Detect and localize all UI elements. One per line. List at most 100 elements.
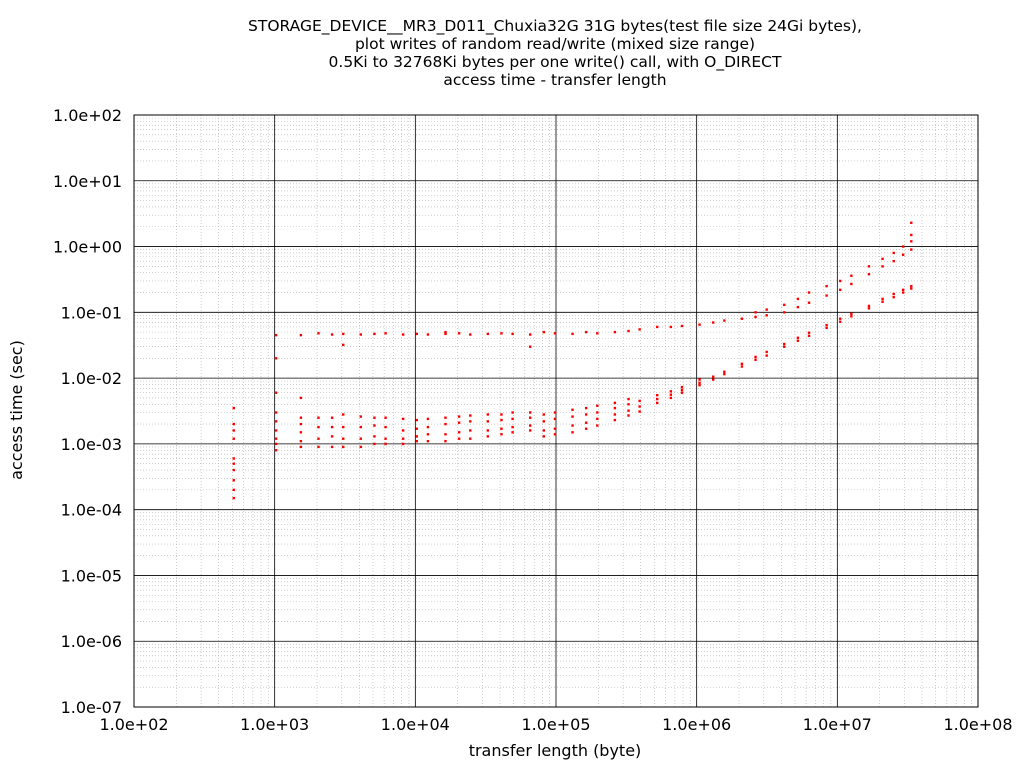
major-gridlines — [134, 115, 978, 707]
data-point — [892, 295, 895, 299]
data-point — [469, 420, 472, 423]
data-point — [850, 315, 853, 318]
data-point — [528, 416, 532, 419]
data-point — [342, 445, 345, 449]
data-point — [528, 345, 532, 348]
data-point — [740, 365, 744, 368]
data-point — [698, 381, 701, 384]
data-point — [359, 445, 363, 449]
y-tick-label: 1.0e-01 — [61, 303, 122, 322]
data-point — [796, 297, 800, 301]
data-point — [740, 317, 744, 320]
data-point — [299, 422, 303, 426]
x-tick-label: 1.0e+05 — [521, 715, 590, 734]
data-point — [401, 417, 405, 421]
data-point — [274, 420, 278, 423]
data-point — [867, 265, 871, 268]
data-point — [426, 417, 430, 421]
data-point — [317, 416, 320, 419]
x-tick-label: 1.0e+04 — [381, 715, 450, 734]
data-point — [542, 429, 546, 432]
data-point — [500, 433, 503, 436]
data-point — [317, 437, 320, 440]
data-point — [342, 413, 345, 416]
data-point — [910, 221, 913, 224]
x-tick-label: 1.0e+06 — [662, 715, 731, 734]
data-point — [839, 279, 842, 283]
data-point — [596, 404, 599, 407]
data-point — [511, 425, 514, 429]
data-point — [373, 435, 376, 438]
data-point — [511, 332, 514, 336]
data-point — [783, 342, 786, 346]
data-point — [486, 429, 490, 432]
data-point — [754, 355, 757, 359]
data-point — [553, 332, 557, 335]
data-point — [807, 301, 811, 304]
y-tick-label: 1.0e+01 — [53, 172, 122, 191]
data-point — [910, 284, 913, 288]
data-point — [638, 399, 641, 403]
data-point — [401, 437, 405, 440]
data-point — [274, 411, 278, 414]
data-point — [500, 413, 503, 416]
data-point — [807, 331, 811, 334]
data-point — [457, 437, 461, 440]
data-point — [415, 439, 418, 443]
data-point — [373, 332, 376, 336]
data-point — [500, 418, 503, 422]
data-point — [384, 437, 387, 440]
data-point — [825, 323, 828, 327]
data-point — [910, 233, 913, 237]
data-point — [299, 333, 303, 337]
data-point — [232, 479, 235, 482]
data-point — [584, 421, 588, 424]
data-point — [342, 437, 345, 440]
data-point — [669, 396, 673, 400]
data-point — [299, 416, 303, 419]
data-point — [796, 339, 800, 342]
chart-title-line-2: plot writes of random read/write (mixed … — [354, 35, 756, 53]
data-point — [415, 418, 418, 422]
data-point — [910, 248, 913, 251]
data-point — [613, 406, 617, 410]
data-point — [613, 401, 617, 405]
data-point — [426, 333, 430, 336]
data-point — [415, 435, 418, 438]
data-point — [754, 311, 757, 314]
data-point — [627, 403, 630, 406]
data-point — [711, 378, 715, 381]
data-point — [342, 332, 345, 336]
data-point — [850, 274, 853, 277]
data-point — [553, 417, 557, 421]
data-point — [584, 427, 588, 430]
data-point — [232, 457, 235, 460]
data-point — [754, 358, 757, 361]
data-point — [638, 328, 641, 331]
data-point — [723, 319, 726, 322]
data-point — [796, 305, 800, 309]
data-point — [723, 372, 726, 376]
data-point — [457, 332, 461, 335]
data-point — [542, 420, 546, 423]
data-point — [373, 416, 376, 419]
data-point — [910, 287, 913, 290]
data-point — [627, 414, 630, 417]
x-axis-label: transfer length (byte) — [469, 741, 642, 760]
data-point — [542, 413, 546, 416]
data-point — [584, 406, 588, 410]
data-point — [613, 330, 617, 334]
data-point — [881, 297, 884, 301]
data-point — [850, 312, 853, 315]
data-point — [627, 409, 630, 412]
data-point — [839, 288, 842, 292]
data-point — [740, 362, 744, 366]
data-point — [867, 272, 871, 276]
data-point — [584, 330, 588, 334]
data-point — [596, 411, 599, 414]
data-point — [892, 251, 895, 255]
x-tick-label: 1.0e+07 — [803, 715, 872, 734]
data-point — [415, 427, 418, 430]
data-point — [500, 332, 503, 335]
data-point — [317, 445, 320, 449]
